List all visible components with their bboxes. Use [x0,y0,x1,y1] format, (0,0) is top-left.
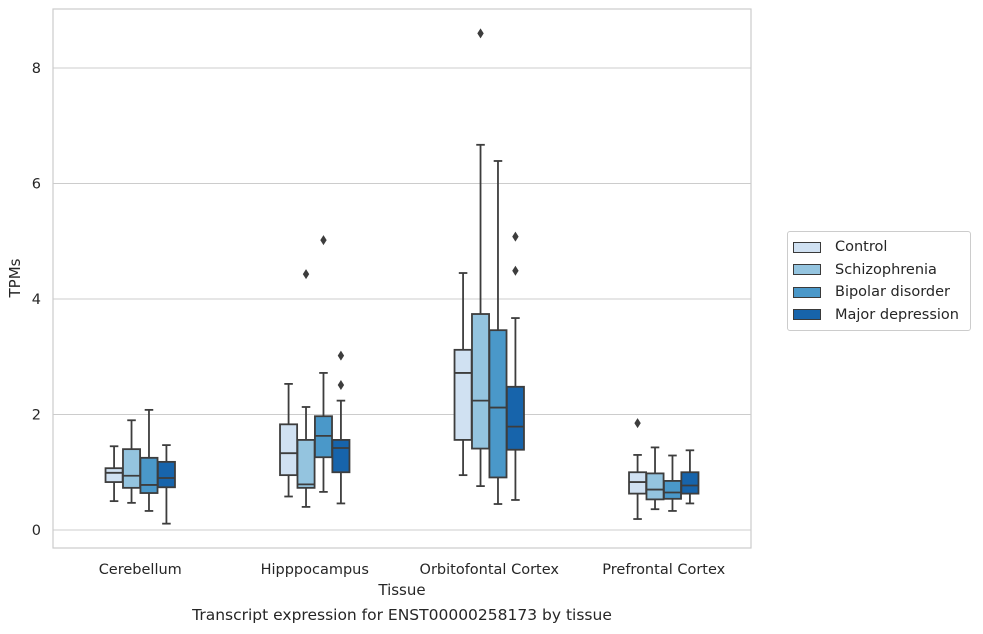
box-body [505,385,525,451]
legend-label: Control [835,239,888,256]
box-0-0 [104,445,124,503]
legend-swatch [793,286,821,298]
legend-item: Control [788,236,970,259]
y-tick-label: 8 [32,61,41,77]
boxes-layer [104,28,700,525]
y-tick-label: 4 [32,292,41,308]
box-3-1 [331,350,351,505]
x-axis-label: Tissue [377,581,425,599]
box-0-1 [279,382,299,498]
box-body [279,423,299,477]
box-1-2 [471,28,490,488]
box-2-1 [314,235,333,493]
x-tick-label: Orbitofontal Cortex [420,562,560,578]
box-body [156,460,176,489]
box-3-3 [680,449,700,505]
x-tick-labels: Cerebellum Hipppocampus Orbitofontal Corte… [99,562,726,578]
box-body [471,313,490,450]
legend-swatch [793,264,821,276]
y-tick-label: 6 [32,177,41,193]
outlier-point [477,28,484,39]
x-tick-label: Hipppocampus [261,562,369,578]
legend: Control Schizophrenia Bipolar disorder Majo… [787,231,971,331]
legend-swatch [793,309,821,321]
box-1-1 [296,269,316,508]
legend-item: Bipolar disorder [788,281,970,304]
box-3-0 [156,444,176,525]
outlier-point [337,380,345,391]
legend-swatch [793,241,821,253]
box-body [663,480,682,500]
box-body [122,448,141,489]
box-1-0 [122,419,141,504]
y-tick-label: 0 [32,523,41,539]
box-body [645,472,665,501]
outlier-point [337,350,345,361]
box-body [453,348,473,441]
y-tick-label: 2 [32,408,41,424]
legend-item: Major depression [788,304,970,327]
x-tick-label: Cerebellum [99,562,182,578]
x-tick-label: Prefrontal Cortex [602,562,725,578]
chart-caption: Transcript expression for ENST0000025817… [192,606,612,624]
box-3-2 [505,231,525,501]
outlier-point [512,265,519,276]
box-0-3 [628,418,648,520]
outlier-point [302,269,310,280]
legend-label: Bipolar disorder [835,284,950,301]
box-2-0 [139,408,159,512]
box-body [488,329,508,479]
legend-item: Schizophrenia [788,259,970,282]
box-body [104,467,124,483]
legend-label: Major depression [835,306,959,323]
y-tick-labels: 0 2 4 6 8 [32,61,41,539]
box-body [680,471,700,495]
outlier-point [634,418,641,429]
gridlines [53,67,751,531]
box-2-3 [663,454,682,512]
outlier-point [320,235,327,246]
box-body [296,439,316,489]
outlier-point [512,231,519,242]
box-0-2 [453,272,473,477]
y-axis-label: TPMs [6,258,24,298]
box-1-3 [645,446,665,511]
plot-frame [52,8,752,549]
box-body [331,439,351,474]
box-2-2 [488,160,508,505]
legend-label: Schizophrenia [835,261,937,278]
box-body [139,456,159,494]
